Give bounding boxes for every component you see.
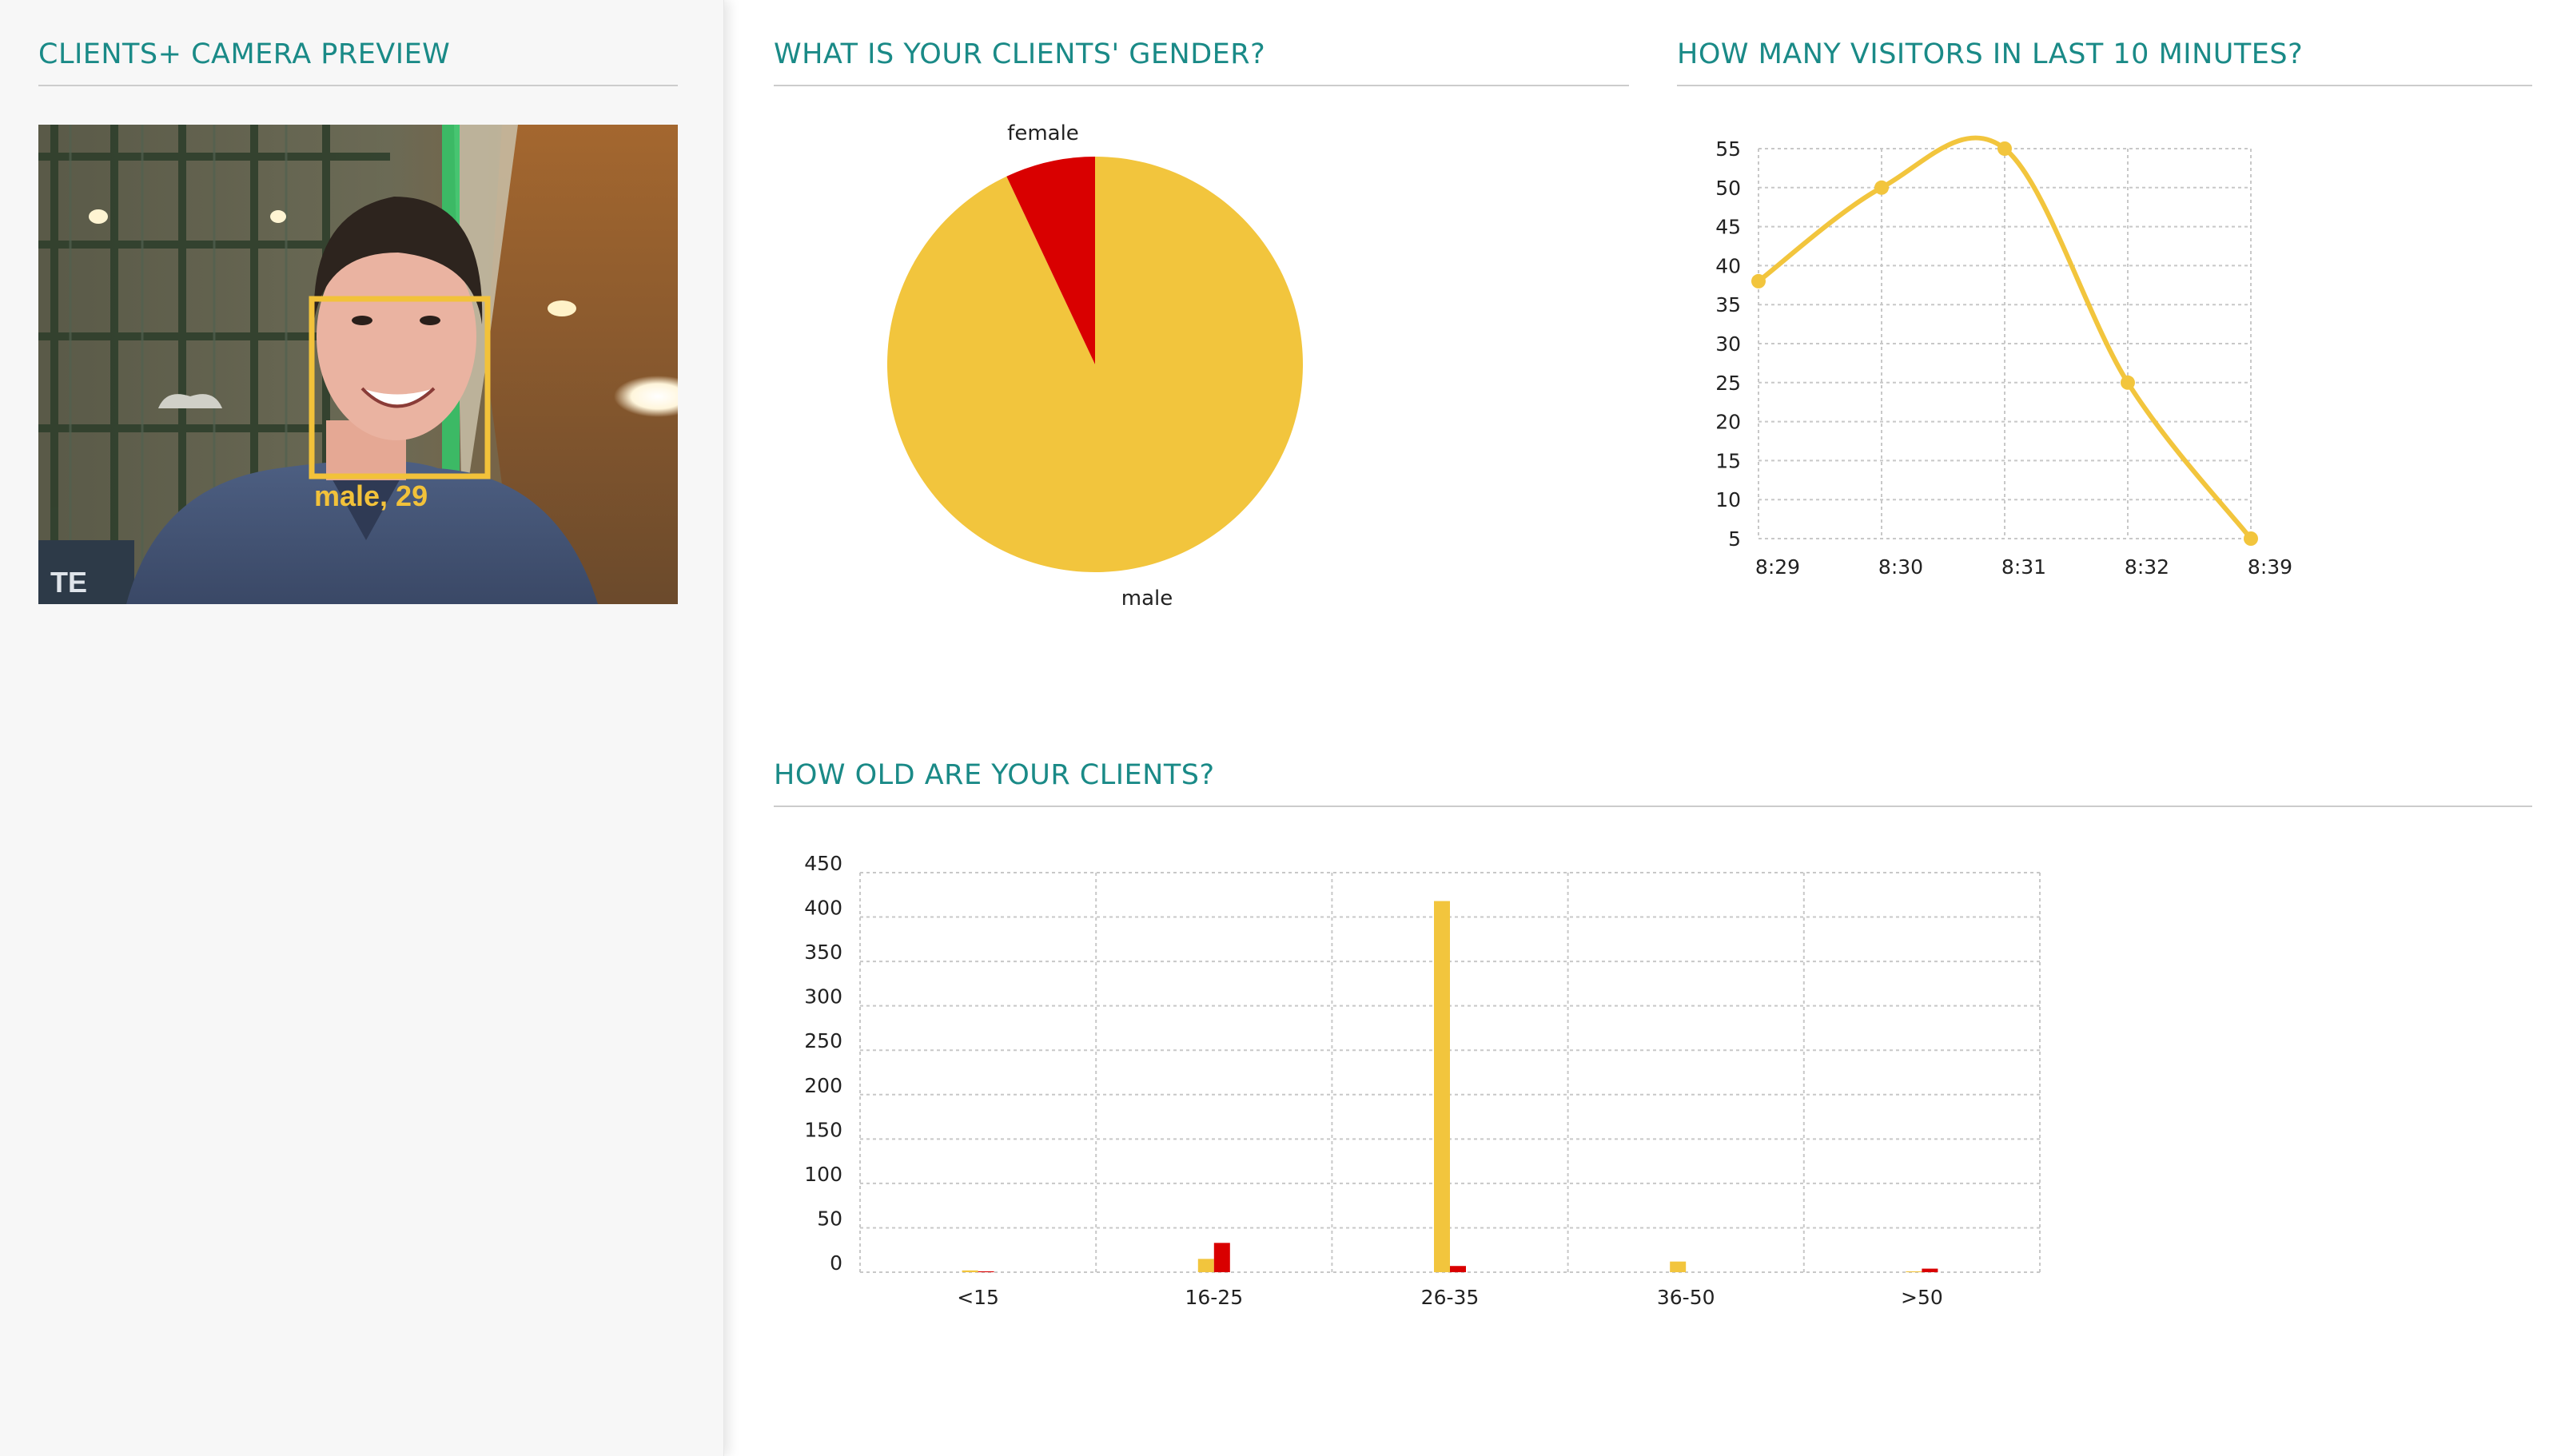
age-bar-chart: 0 50 100 150 200 250 300 350 400 450 <15 16-25 26-35… <box>804 852 2041 1309</box>
visitors-series-line <box>1757 135 2253 540</box>
age-bar-yellow <box>962 1270 978 1272</box>
bar-x-tick: 26-35 <box>1421 1286 1480 1309</box>
visitors-data-point <box>2121 375 2135 390</box>
bar-x-tick: >50 <box>1901 1286 1943 1309</box>
line-x-tick: 8:32 <box>2125 555 2169 579</box>
age-bar-yellow <box>1906 1271 1922 1272</box>
line-y-tick: 40 <box>1715 254 1741 277</box>
age-bar-red <box>1213 1243 1230 1272</box>
bar-y-tick: 400 <box>804 897 842 920</box>
age-bar-red <box>1922 1268 1938 1272</box>
background-sign-text: TE <box>50 566 87 599</box>
age-bar-yellow <box>1434 901 1450 1272</box>
line-y-tick: 20 <box>1715 411 1741 434</box>
line-y-tick: 30 <box>1715 332 1741 356</box>
bar-y-tick: 350 <box>804 941 842 964</box>
line-y-tick: 15 <box>1715 449 1741 472</box>
line-x-tick: 8:29 <box>1755 555 1800 579</box>
gender-pie-chart: male female <box>887 121 1303 611</box>
pie-slice-male <box>887 157 1303 573</box>
visitors-data-point <box>1997 141 2012 156</box>
visitors-data-point <box>2244 531 2258 546</box>
age-bar-red <box>1450 1266 1466 1272</box>
sidebar: CLIENTS+ CAMERA PREVIEW <box>0 0 724 1456</box>
pie-label-male: male <box>1121 587 1173 611</box>
bar-y-tick: 0 <box>830 1251 842 1275</box>
visitors-line-chart: 5 10 15 20 25 30 35 40 45 50 55 8:29 8:30 8:31 8:32 8:3… <box>1715 135 2292 579</box>
face-detection-box <box>309 296 491 479</box>
camera-preview: TE male, 29 <box>38 125 678 604</box>
line-y-tick: 50 <box>1715 177 1741 200</box>
visitors-chart-title: HOW MANY VISITORS IN LAST 10 MINUTES? <box>1677 38 2532 86</box>
pie-slice-female <box>1006 157 1095 364</box>
bar-y-tick: 450 <box>804 852 842 875</box>
camera-preview-title: CLIENTS+ CAMERA PREVIEW <box>38 38 678 86</box>
line-y-tick: 55 <box>1715 137 1741 161</box>
bar-x-tick: 36-50 <box>1657 1286 1715 1309</box>
bar-y-tick: 300 <box>804 985 842 1008</box>
line-y-tick: 25 <box>1715 372 1741 395</box>
gender-chart-title: WHAT IS YOUR CLIENTS' GENDER? <box>774 38 1629 86</box>
line-y-tick: 5 <box>1728 527 1741 551</box>
line-y-tick: 35 <box>1715 293 1741 316</box>
age-bar-yellow <box>1670 1261 1687 1272</box>
bar-y-tick: 150 <box>804 1118 842 1141</box>
age-bar-red <box>978 1271 994 1272</box>
line-x-tick: 8:31 <box>2001 555 2046 579</box>
bar-y-tick: 100 <box>804 1163 842 1186</box>
line-y-tick: 45 <box>1715 216 1741 239</box>
age-bar-yellow <box>1197 1259 1214 1272</box>
pie-label-female: female <box>1007 121 1079 145</box>
visitors-data-point <box>1751 273 1766 288</box>
line-y-tick: 10 <box>1715 488 1741 511</box>
visitors-data-point <box>1874 180 1889 195</box>
age-chart-title: HOW OLD ARE YOUR CLIENTS? <box>774 759 2532 807</box>
face-detection-label: male, 29 <box>314 479 428 512</box>
bar-y-tick: 50 <box>817 1207 842 1230</box>
bar-x-tick: 16-25 <box>1185 1286 1243 1309</box>
camera-feed-image: TE male, 29 <box>38 125 678 604</box>
bar-y-tick: 250 <box>804 1029 842 1052</box>
line-x-tick: 8:39 <box>2248 555 2292 579</box>
bar-y-tick: 200 <box>804 1074 842 1097</box>
line-x-tick: 8:30 <box>1878 555 1923 579</box>
bar-x-tick: <15 <box>957 1286 999 1309</box>
